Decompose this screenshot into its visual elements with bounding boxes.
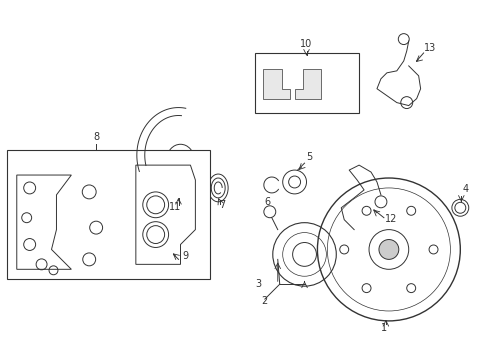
- Text: 5: 5: [306, 152, 312, 162]
- Text: 4: 4: [461, 184, 468, 194]
- Text: 3: 3: [254, 279, 261, 289]
- Bar: [254, 53, 358, 113]
- Text: 6: 6: [264, 197, 270, 207]
- Text: 11: 11: [169, 202, 181, 212]
- Text: 7: 7: [219, 200, 225, 210]
- Polygon shape: [263, 69, 289, 99]
- Bar: [7, 150, 210, 279]
- Polygon shape: [294, 69, 321, 99]
- Text: 1: 1: [380, 323, 386, 333]
- Text: 8: 8: [93, 132, 99, 142]
- Text: 12: 12: [384, 214, 396, 224]
- Text: 13: 13: [424, 43, 436, 53]
- Circle shape: [378, 239, 398, 260]
- Text: 9: 9: [182, 251, 188, 261]
- Text: 10: 10: [300, 39, 312, 49]
- Text: 2: 2: [261, 296, 267, 306]
